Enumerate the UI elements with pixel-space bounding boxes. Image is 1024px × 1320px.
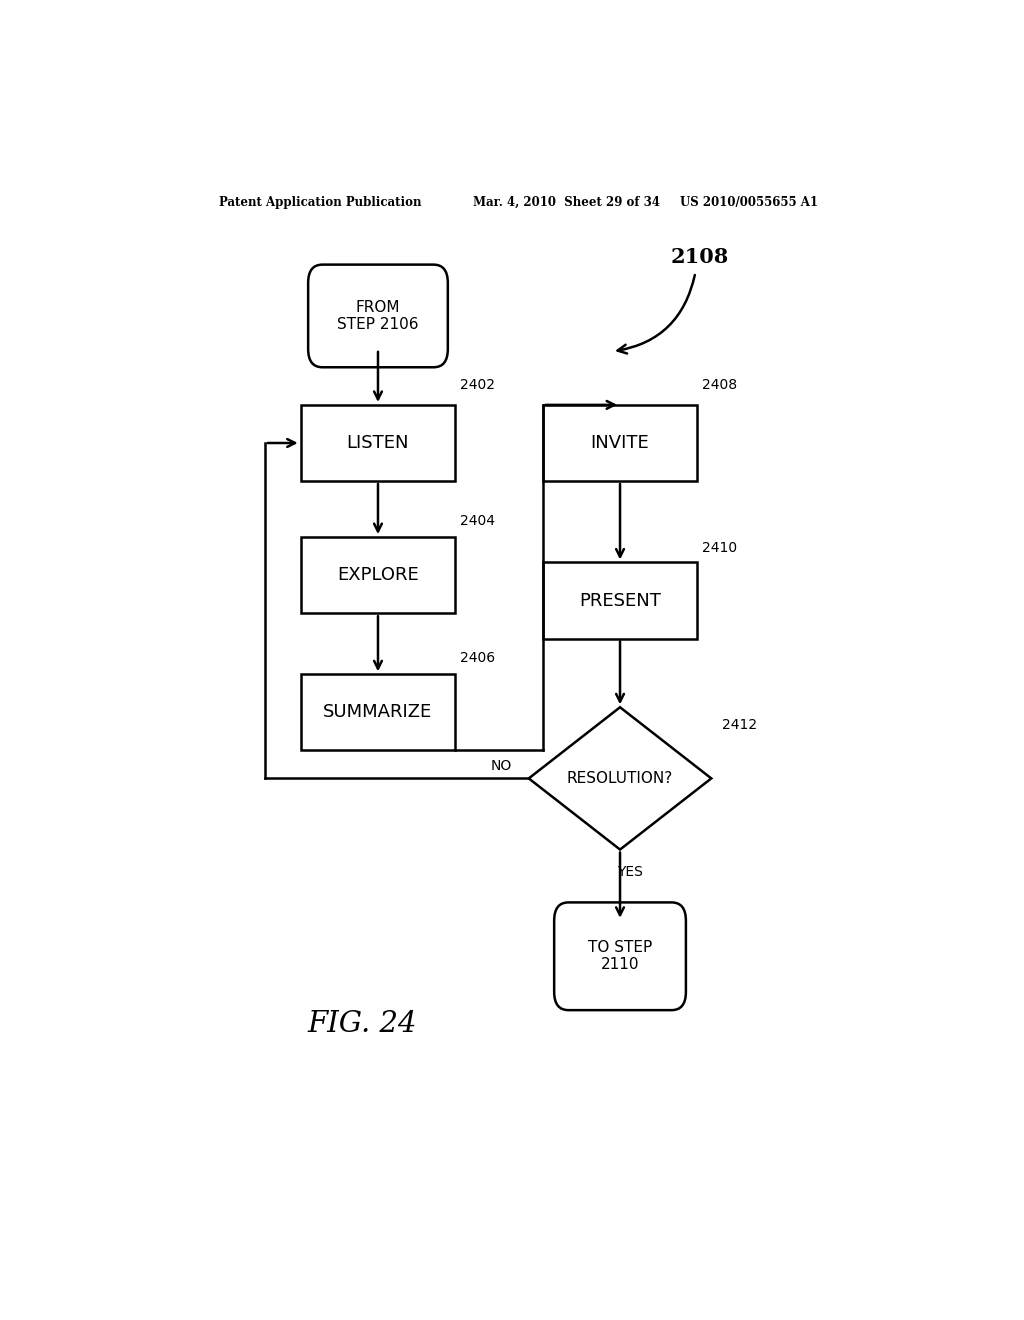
Text: YES: YES (616, 865, 642, 879)
Bar (543, 562, 697, 639)
Text: 2406: 2406 (460, 652, 495, 665)
Text: Mar. 4, 2010  Sheet 29 of 34: Mar. 4, 2010 Sheet 29 of 34 (473, 195, 660, 209)
Text: US 2010/0055655 A1: US 2010/0055655 A1 (680, 195, 817, 209)
Text: 2408: 2408 (701, 378, 737, 392)
Text: 2412: 2412 (722, 718, 757, 731)
Text: PRESENT: PRESENT (580, 591, 660, 610)
Text: Patent Application Publication: Patent Application Publication (219, 195, 422, 209)
FancyBboxPatch shape (554, 903, 686, 1010)
Bar (301, 537, 456, 614)
FancyBboxPatch shape (308, 264, 447, 367)
Bar (301, 405, 456, 480)
Polygon shape (528, 708, 712, 850)
Text: RESOLUTION?: RESOLUTION? (567, 771, 673, 785)
Text: 2410: 2410 (701, 541, 737, 554)
Text: INVITE: INVITE (591, 434, 649, 451)
Bar (301, 675, 456, 751)
Text: FIG. 24: FIG. 24 (307, 1010, 417, 1039)
Text: SUMMARIZE: SUMMARIZE (324, 704, 432, 721)
Text: EXPLORE: EXPLORE (337, 566, 419, 585)
Text: 2108: 2108 (671, 247, 728, 267)
FancyArrowPatch shape (617, 275, 695, 354)
Text: LISTEN: LISTEN (347, 434, 410, 451)
Text: NO: NO (490, 759, 512, 774)
Text: 2402: 2402 (460, 378, 495, 392)
Text: TO STEP
2110: TO STEP 2110 (588, 940, 652, 973)
Text: FROM
STEP 2106: FROM STEP 2106 (337, 300, 419, 333)
Text: 2404: 2404 (460, 515, 495, 528)
Bar (543, 405, 697, 480)
